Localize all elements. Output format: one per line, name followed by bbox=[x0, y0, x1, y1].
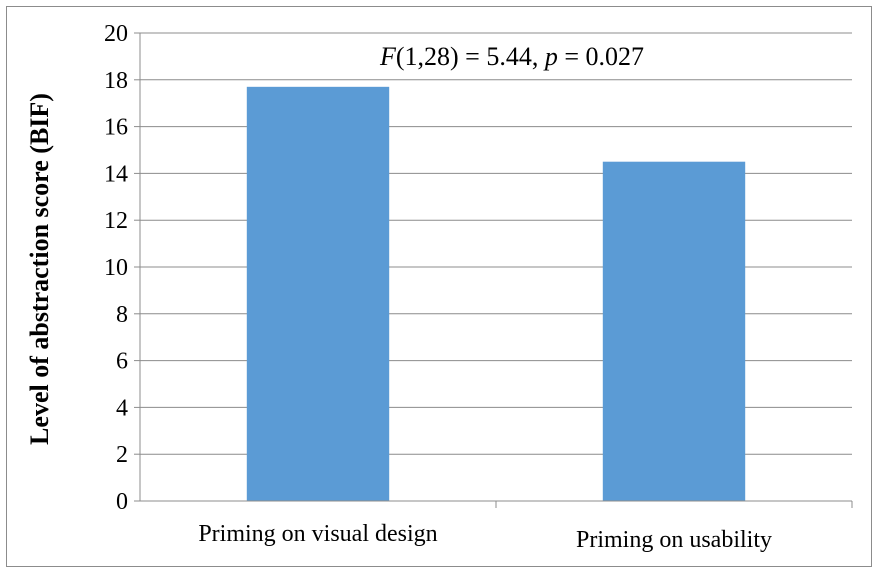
bars bbox=[246, 86, 746, 501]
y-tick-label: 8 bbox=[116, 302, 128, 328]
y-tick-label: 12 bbox=[104, 208, 128, 234]
y-tick-label: 6 bbox=[116, 349, 128, 375]
y-tick-label: 4 bbox=[116, 395, 128, 421]
annotation-stat2-rest: = 0.027 bbox=[558, 42, 644, 71]
x-category-label: Priming on usability bbox=[576, 527, 772, 553]
y-tick-label: 0 bbox=[116, 489, 128, 515]
y-axis-label: Level of abstraction score (BIF) bbox=[25, 93, 54, 445]
bar bbox=[246, 86, 390, 501]
y-tick-label: 16 bbox=[104, 115, 128, 141]
x-category-labels: Priming on visual design Priming on usabi… bbox=[198, 521, 772, 553]
y-tick-label: 20 bbox=[104, 21, 128, 47]
y-tick-label: 10 bbox=[104, 255, 128, 281]
annotation-stat1-rest: (1,28) = 5.44, bbox=[396, 42, 545, 71]
y-tick-label: 2 bbox=[116, 442, 128, 468]
annotation-stat2-name: p bbox=[543, 42, 558, 71]
y-tick-label: 14 bbox=[104, 161, 128, 187]
axes bbox=[134, 32, 853, 508]
bar bbox=[602, 161, 746, 501]
y-tick-label: 18 bbox=[104, 68, 128, 94]
annotation-stats: F(1,28) = 5.44, p = 0.027 bbox=[379, 42, 644, 71]
x-category-label: Priming on visual design bbox=[198, 521, 437, 547]
annotation-stat1-name: F bbox=[379, 42, 397, 71]
y-tick-labels: 0 2 4 6 8 10 12 14 16 18 20 bbox=[104, 21, 128, 515]
